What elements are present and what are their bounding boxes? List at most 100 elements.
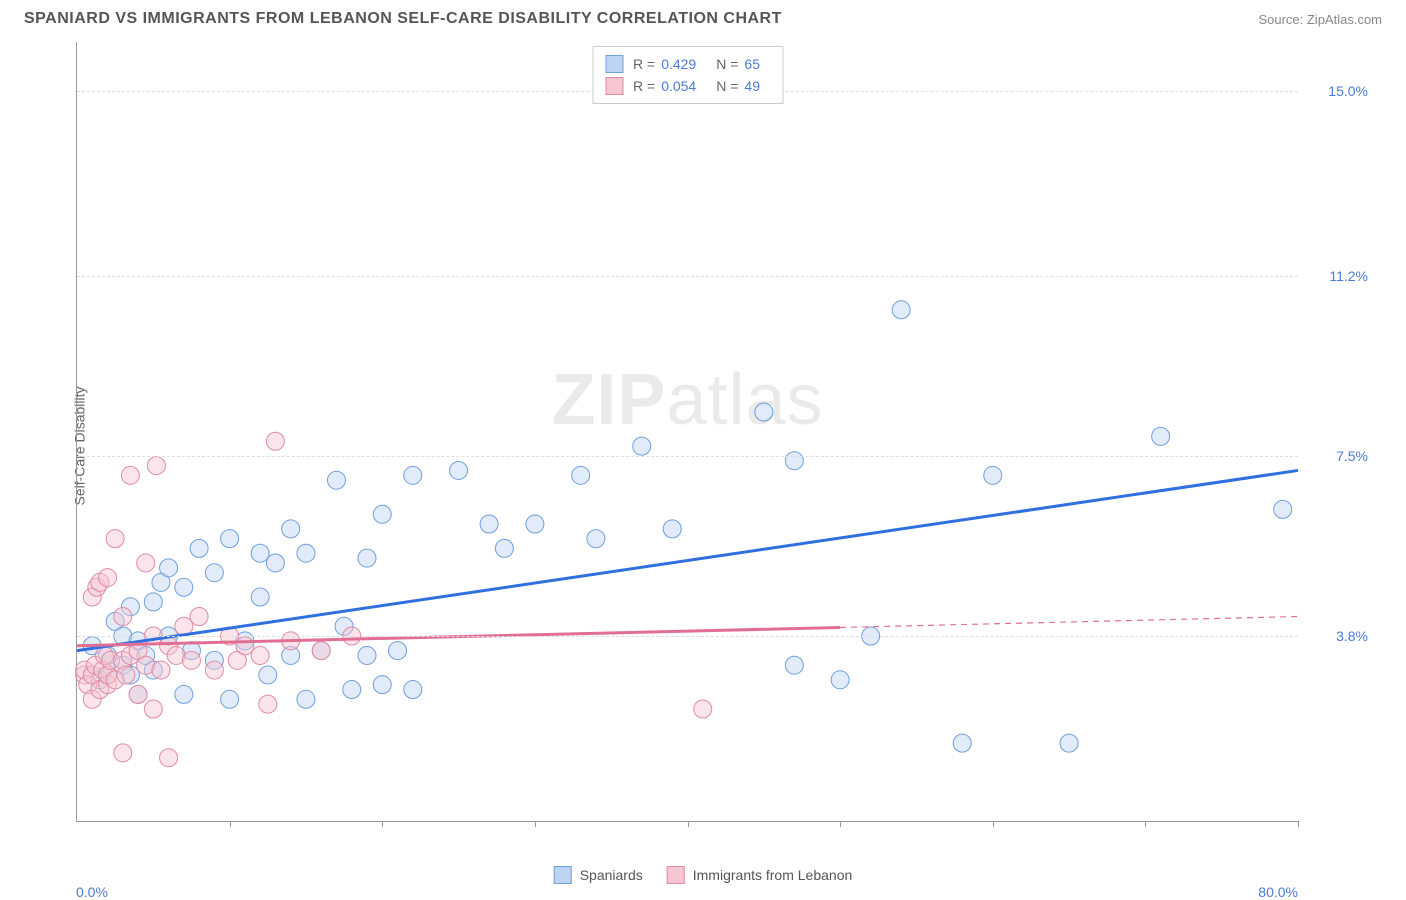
data-point xyxy=(106,530,124,548)
y-tick-label: 11.2% xyxy=(1308,268,1368,284)
series-legend: Spaniards Immigrants from Lebanon xyxy=(554,866,853,884)
data-point xyxy=(373,505,391,523)
y-tick-label: 7.5% xyxy=(1308,448,1368,464)
data-point xyxy=(221,530,239,548)
data-point xyxy=(755,403,773,421)
x-axis-max-label: 80.0% xyxy=(1258,884,1298,900)
stats-legend: R =0.429N =65R =0.054N =49 xyxy=(592,46,783,104)
gridline xyxy=(77,456,1298,457)
r-label: R = xyxy=(633,56,655,72)
data-point xyxy=(175,578,193,596)
x-tick xyxy=(993,821,994,827)
series-legend-item: Spaniards xyxy=(554,866,643,884)
data-point xyxy=(1152,427,1170,445)
data-point xyxy=(251,646,269,664)
data-point xyxy=(297,544,315,562)
legend-swatch xyxy=(605,77,623,95)
data-point xyxy=(450,461,468,479)
data-point xyxy=(785,452,803,470)
plot-svg xyxy=(77,42,1298,821)
gridline xyxy=(77,276,1298,277)
data-point xyxy=(114,744,132,762)
data-point xyxy=(1274,500,1292,518)
data-point xyxy=(221,690,239,708)
series-legend-label: Immigrants from Lebanon xyxy=(693,867,853,883)
legend-swatch xyxy=(554,866,572,884)
x-tick xyxy=(1145,821,1146,827)
series-legend-item: Immigrants from Lebanon xyxy=(667,866,853,884)
data-point xyxy=(480,515,498,533)
data-point xyxy=(373,676,391,694)
data-point xyxy=(633,437,651,455)
data-point xyxy=(831,671,849,689)
x-axis-min-label: 0.0% xyxy=(76,884,108,900)
data-point xyxy=(526,515,544,533)
data-point xyxy=(99,569,117,587)
y-tick-label: 15.0% xyxy=(1308,83,1368,99)
data-point xyxy=(785,656,803,674)
data-point xyxy=(205,564,223,582)
source-attribution: Source: ZipAtlas.com xyxy=(1258,12,1382,27)
x-tick xyxy=(382,821,383,827)
data-point xyxy=(205,661,223,679)
chart-container: Self-Care Disability ZIPatlas R =0.429N … xyxy=(28,42,1378,850)
data-point xyxy=(144,593,162,611)
y-tick-label: 3.8% xyxy=(1308,628,1368,644)
series-legend-label: Spaniards xyxy=(580,867,643,883)
data-point xyxy=(389,642,407,660)
data-point xyxy=(495,539,513,557)
data-point xyxy=(297,690,315,708)
x-tick xyxy=(1298,821,1299,827)
data-point xyxy=(144,700,162,718)
data-point xyxy=(251,544,269,562)
data-point xyxy=(147,457,165,475)
data-point xyxy=(117,666,135,684)
data-point xyxy=(121,466,139,484)
n-value: 49 xyxy=(744,78,760,94)
data-point xyxy=(953,734,971,752)
data-point xyxy=(251,588,269,606)
data-point xyxy=(114,608,132,626)
data-point xyxy=(404,681,422,699)
data-point xyxy=(190,539,208,557)
data-point xyxy=(312,642,330,660)
stats-legend-row: R =0.429N =65 xyxy=(605,53,770,75)
data-point xyxy=(259,666,277,684)
data-point xyxy=(892,301,910,319)
data-point xyxy=(175,685,193,703)
data-point xyxy=(129,685,147,703)
data-point xyxy=(236,637,254,655)
x-tick xyxy=(535,821,536,827)
data-point xyxy=(137,554,155,572)
data-point xyxy=(266,432,284,450)
x-tick xyxy=(230,821,231,827)
data-point xyxy=(160,749,178,767)
r-value: 0.429 xyxy=(661,56,696,72)
data-point xyxy=(1060,734,1078,752)
data-point xyxy=(404,466,422,484)
trend-line xyxy=(840,617,1298,628)
data-point xyxy=(358,646,376,664)
r-value: 0.054 xyxy=(661,78,696,94)
data-point xyxy=(343,681,361,699)
data-point xyxy=(282,520,300,538)
data-point xyxy=(152,661,170,679)
legend-swatch xyxy=(605,55,623,73)
n-value: 65 xyxy=(744,56,760,72)
data-point xyxy=(266,554,284,572)
plot-area: ZIPatlas R =0.429N =65R =0.054N =49 3.8%… xyxy=(76,42,1298,822)
stats-legend-row: R =0.054N =49 xyxy=(605,75,770,97)
gridline xyxy=(77,636,1298,637)
data-point xyxy=(663,520,681,538)
chart-title: SPANIARD VS IMMIGRANTS FROM LEBANON SELF… xyxy=(24,10,782,28)
data-point xyxy=(182,651,200,669)
data-point xyxy=(572,466,590,484)
r-label: R = xyxy=(633,78,655,94)
data-point xyxy=(190,608,208,626)
data-point xyxy=(984,466,1002,484)
legend-swatch xyxy=(667,866,685,884)
data-point xyxy=(327,471,345,489)
x-tick xyxy=(688,821,689,827)
data-point xyxy=(587,530,605,548)
data-point xyxy=(259,695,277,713)
